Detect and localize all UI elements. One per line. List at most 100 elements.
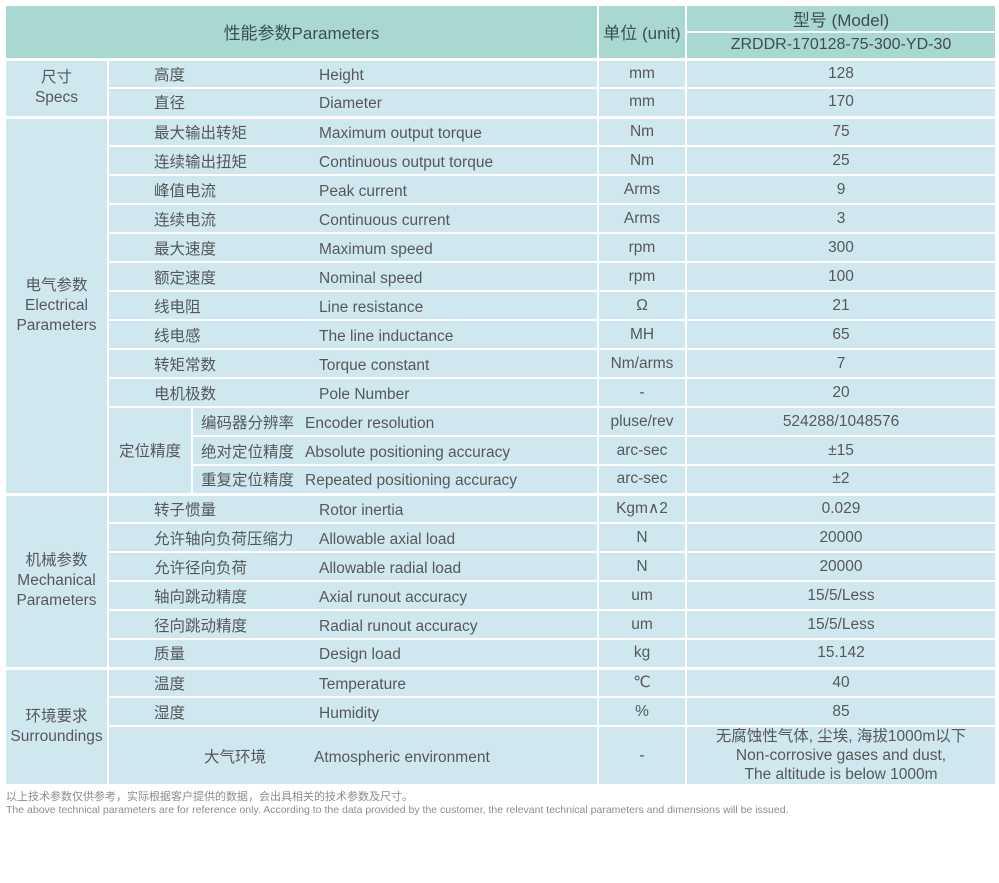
param-label-zh: 峰值电流 (154, 182, 217, 200)
value-cell: 100 (685, 261, 997, 292)
value-cell: 21 (685, 290, 997, 321)
param-label-cell: 连续电流 Continuous current (107, 203, 599, 234)
unit-cell: pluse/rev (597, 406, 687, 437)
param-label-cell: 轴向跳动精度 Axial runout accuracy (107, 580, 599, 611)
param-label-cell: 额定速度 Nominal speed (107, 261, 599, 292)
param-label-en: Humidity (319, 704, 380, 722)
param-label-cell: 线电感 The line inductance (107, 319, 599, 350)
header-model-label: 型号 (Model) (685, 4, 997, 33)
param-label-cell: 电机极数 Pole Number (107, 377, 599, 408)
unit-cell: Arms (597, 174, 687, 205)
param-label-cell: 质量 Design load (107, 638, 599, 669)
param-label-en: Line resistance (319, 298, 424, 316)
footnote: 以上技术参数仅供参考，实际根据客户提供的数据，会出具相关的技术参数及尺寸。 Th… (4, 790, 995, 817)
unit-cell: N (597, 551, 687, 582)
param-label-en: Maximum output torque (319, 124, 482, 142)
param-label-cell: 重复定位精度 Repeated positioning accuracy (191, 464, 599, 495)
atmospheric-value-line: The altitude is below 1000m (744, 766, 938, 783)
table-row: 径向跳动精度 Radial runout accuracy um 15/5/Les… (5, 609, 997, 640)
unit-cell: um (597, 609, 687, 640)
param-label-en: Pole Number (319, 385, 410, 403)
value-cell: 75 (685, 115, 997, 147)
param-label-zh: 连续电流 (154, 211, 217, 229)
section-header-specs: 尺寸 Specs (4, 57, 109, 118)
value-cell: 3 (685, 203, 997, 234)
header-row-2: ZRDDR-170128-75-300-YD-30 (5, 31, 997, 60)
param-label-zh: 大气环境 (204, 748, 267, 766)
param-label-en: Maximum speed (319, 240, 433, 258)
value-cell: 15/5/Less (685, 609, 997, 640)
param-label-cell: 连续输出扭矩 Continuous output torque (107, 145, 599, 176)
spec-sheet-page: 性能参数Parameters 单位 (unit) 型号 (Model) ZRDD… (4, 4, 997, 817)
unit-cell: - (597, 725, 687, 786)
table-row: 线电感 The line inductance MH 65 (5, 319, 997, 350)
param-label-cell: 绝对定位精度 Absolute positioning accuracy (191, 435, 599, 466)
table-row: 连续电流 Continuous current Arms 3 (5, 203, 997, 234)
param-label-cell: 湿度 Humidity (107, 696, 599, 727)
unit-cell: Arms (597, 203, 687, 234)
value-cell: 20 (685, 377, 997, 408)
value-cell: ±2 (685, 464, 997, 495)
table-row: 电气参数 Electrical Parameters 最大输出转矩 Maximum… (4, 115, 997, 495)
value-cell: 65 (685, 319, 997, 350)
section-surroundings: 环境要求 Surroundings 温度 Temperature ℃ 40 湿度 H… (4, 666, 997, 786)
atmospheric-value-line: Non-corrosive gases and dust, (735, 747, 947, 764)
param-label-en: Design load (319, 646, 401, 664)
param-label-cell: 转矩常数 Torque constant (107, 348, 599, 379)
param-label-en: The line inductance (319, 327, 454, 345)
value-cell: 524288/1048576 (685, 406, 997, 437)
table-row: 质量 Design load kg 15.142 (5, 638, 997, 669)
table-row: 直径 Diameter mm 170 (5, 87, 997, 118)
param-label-cell: 高度 Height (107, 57, 599, 89)
param-label-zh: 重复定位精度 (201, 472, 295, 490)
param-label-zh: 编码器分辨率 (201, 414, 295, 432)
table-row: 转矩常数 Torque constant Nm/arms 7 (5, 348, 997, 379)
value-cell: 0.029 (685, 492, 997, 524)
param-label-cell: 大气环境 Atmospheric environment (107, 725, 599, 786)
section-header-mechanical: 机械参数 Mechanical Parameters (4, 492, 109, 669)
table-row: 尺寸 Specs 高度 Height mm 128 (4, 57, 997, 118)
param-label-en: Continuous current (319, 211, 450, 229)
subsection-positioning-accuracy: 定位精度 (107, 406, 193, 495)
section-name-en: Surroundings (10, 727, 103, 745)
param-label-zh: 高度 (154, 66, 186, 84)
unit-cell: N (597, 522, 687, 553)
unit-cell: MH (597, 319, 687, 350)
param-label-en: Absolute positioning accuracy (305, 443, 511, 461)
param-label-zh: 绝对定位精度 (201, 443, 295, 461)
unit-cell: um (597, 580, 687, 611)
table-row: 定位精度 编码器分辨率 Encoder resolution pluse/rev … (5, 406, 997, 495)
section-header-electrical: 电气参数 Electrical Parameters (4, 115, 109, 495)
unit-cell: Nm (597, 115, 687, 147)
model-number: ZRDDR-170128-75-300-YD-30 (685, 31, 997, 60)
value-cell: 300 (685, 232, 997, 263)
header-row-1: 性能参数Parameters 单位 (unit) 型号 (Model) (4, 4, 997, 60)
param-label-cell: 编码器分辨率 Encoder resolution (191, 406, 599, 437)
table-row: 环境要求 Surroundings 温度 Temperature ℃ 40 (4, 666, 997, 786)
unit-cell: % (597, 696, 687, 727)
param-label-zh: 直径 (154, 95, 186, 113)
section-name-zh: 尺寸 (40, 69, 72, 86)
value-cell: 15.142 (685, 638, 997, 669)
table-row: 线电阻 Line resistance Ω 21 (5, 290, 997, 321)
unit-cell: rpm (597, 232, 687, 263)
param-label-en: Allowable axial load (319, 530, 456, 548)
param-label-zh: 温度 (154, 675, 186, 693)
section-name-zh: 环境要求 (25, 707, 88, 725)
value-cell: 9 (685, 174, 997, 205)
table-row: 绝对定位精度 Absolute positioning accuracy arc-… (5, 435, 997, 466)
param-label-en: Torque constant (319, 356, 430, 374)
param-label-cell: 直径 Diameter (107, 87, 599, 118)
param-label-cell: 最大速度 Maximum speed (107, 232, 599, 263)
param-label-cell: 温度 Temperature (107, 666, 599, 698)
table-row: 允许轴向负荷压缩力 Allowable axial load N 20000 (5, 522, 997, 553)
param-label-zh: 最大速度 (154, 240, 217, 258)
param-label-cell: 最大输出转矩 Maximum output torque (107, 115, 599, 147)
param-label-zh: 湿度 (154, 704, 186, 722)
unit-cell: mm (597, 87, 687, 118)
param-label-en: Height (319, 66, 364, 84)
param-label-en: Allowable radial load (319, 559, 462, 577)
value-cell: 20000 (685, 551, 997, 582)
value-cell: 20000 (685, 522, 997, 553)
param-label-zh: 转子惯量 (154, 501, 217, 519)
